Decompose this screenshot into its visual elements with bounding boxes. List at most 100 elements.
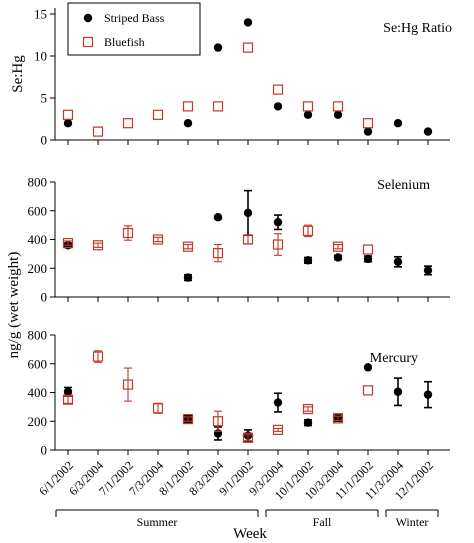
selenium-bluefish-point (92, 240, 104, 251)
selenium-bluefish-point (272, 239, 284, 250)
selenium-bluefish-error-bar (154, 236, 162, 243)
selenium-bluefish-error-bar (304, 224, 312, 238)
sehg-y-tick-label: 10 (34, 49, 47, 64)
selenium-y-ticks: 0 200 400 600 800 (28, 175, 55, 305)
selenium-bluefish-point (212, 248, 224, 259)
sehg-bluefish-point (182, 101, 194, 112)
mercury-bluefish-point (362, 385, 374, 396)
selenium-striped-bass-point (183, 273, 193, 282)
mercury-bluefish-error-bar (214, 410, 222, 432)
selenium-striped-bass-point (393, 257, 403, 266)
selenium-striped-bass-point (333, 253, 343, 262)
mercury-bluefish-point (92, 351, 104, 362)
sehg-bluefish-point (242, 42, 254, 53)
sehg-marks (62, 18, 433, 137)
selenium-y-tick-label: 800 (28, 175, 48, 190)
mercury-bluefish-point (272, 424, 284, 435)
selenium-bluefish-error-bar (64, 240, 72, 246)
sehg-striped-bass-point (213, 43, 223, 52)
sehg-striped-bass-point (363, 127, 373, 136)
selenium-x-ticks (67, 297, 429, 302)
mercury-bluefish-point (182, 413, 194, 425)
sehg-striped-bass-point (183, 119, 193, 128)
legend-marker-bluefish (82, 36, 94, 48)
season-bracket-fall: Fall (265, 509, 379, 529)
season-bracket-summer: Summer (55, 509, 259, 529)
sehg-striped-bass-point (393, 119, 403, 128)
selenium-bluefish-error-bar (244, 234, 252, 245)
mercury-bluefish-error-bar (184, 416, 192, 422)
mercury-y-tick-label: 0 (41, 443, 48, 458)
panel-sehg: 0 5 10 15 Se:Hg Ratio Se:Hg Striped Bass Bl… (10, 2, 452, 148)
legend: Striped Bass Bluefish (67, 2, 201, 56)
sehg-y-tick-label: 15 (34, 7, 47, 22)
sehg-y-tick-label: 5 (41, 91, 48, 106)
selenium-bluefish-point (182, 241, 194, 252)
mercury-y-ticks: 0 200 400 600 800 (28, 328, 55, 458)
selenium-y-tick-label: 400 (28, 232, 48, 247)
mercury-bluefish-point (302, 403, 314, 415)
panel-mercury: 0 200 400 600 800 Mercury (28, 328, 450, 458)
season-label-winter: Winter (396, 515, 429, 529)
shared-y-axis-title: ng/g (wet weight) (6, 252, 22, 359)
sehg-x-ticks (67, 140, 429, 145)
sehg-bluefish-point (302, 101, 314, 112)
selenium-bluefish-error-bar (184, 243, 192, 250)
mercury-panel-title: Mercury (370, 351, 418, 366)
selenium-bluefish-point (332, 241, 344, 252)
legend-label-bluefish: Bluefish (104, 35, 145, 49)
mercury-bluefish-point (62, 394, 74, 405)
mercury-y-tick-label: 600 (28, 356, 48, 371)
selenium-bluefish-point (362, 244, 374, 255)
mercury-bluefish-error-bar (94, 350, 102, 363)
mercury-bluefish-point (332, 413, 344, 424)
selenium-bluefish-error-bar (214, 243, 222, 263)
mercury-x-ticks (67, 450, 429, 455)
legend-label-striped-bass: Striped Bass (104, 11, 165, 25)
mercury-bluefish-error-bar (274, 427, 282, 432)
selenium-striped-bass-point (213, 213, 223, 222)
selenium-panel-title: Selenium (377, 178, 430, 193)
sehg-striped-bass-point (273, 102, 283, 111)
sehg-bluefish-point (332, 101, 344, 112)
selenium-bluefish-point (242, 234, 254, 245)
sehg-panel-title: Se:Hg Ratio (383, 21, 452, 36)
mercury-y-tick-label: 400 (28, 385, 48, 400)
selenium-bluefish-point (152, 234, 164, 245)
sehg-y-ticks: 0 5 10 15 (34, 7, 55, 148)
mercury-bluefish-error-bar (124, 367, 132, 402)
selenium-striped-bass-point (243, 208, 253, 218)
selenium-striped-bass-point (303, 256, 313, 265)
mercury-bluefish-error-bar (334, 415, 342, 422)
sehg-bluefish-point (122, 118, 134, 129)
mercury-bluefish-error-bar (64, 395, 72, 404)
selenium-y-tick-label: 600 (28, 203, 48, 218)
selenium-y-tick-label: 200 (28, 261, 48, 276)
selenium-bluefish-point (302, 225, 314, 236)
sehg-bluefish-point (152, 109, 164, 120)
mercury-bluefish-error-bar (154, 402, 162, 414)
mercury-bluefish-point (212, 416, 224, 427)
season-bracket-winter: Winter (385, 509, 439, 529)
mercury-striped-bass-point (393, 387, 403, 396)
selenium-bluefish-error-bar (334, 243, 342, 250)
season-label-summer: Summer (137, 515, 178, 529)
selenium-y-tick-label: 0 (41, 290, 48, 305)
sehg-y-tick-label: 0 (41, 133, 48, 148)
mercury-bluefish-error-bar (304, 406, 312, 412)
season-label-fall: Fall (313, 515, 332, 529)
mercury-bluefish-point (242, 432, 254, 443)
sehg-bluefish-point (362, 118, 374, 129)
mercury-striped-bass-point (423, 390, 433, 399)
mercury-striped-bass-point (273, 398, 283, 407)
sehg-striped-bass-point (243, 18, 253, 27)
sehg-bluefish-point (92, 126, 104, 137)
mercury-bluefish-error-bar (244, 434, 252, 442)
mercury-striped-bass-point (63, 387, 73, 396)
selenium-striped-bass-point (273, 218, 283, 227)
mercury-y-tick-label: 200 (28, 414, 48, 429)
x-axis-title: Week (233, 526, 267, 542)
selenium-bluefish-point (122, 227, 134, 239)
mercury-bluefish-point (152, 403, 164, 414)
